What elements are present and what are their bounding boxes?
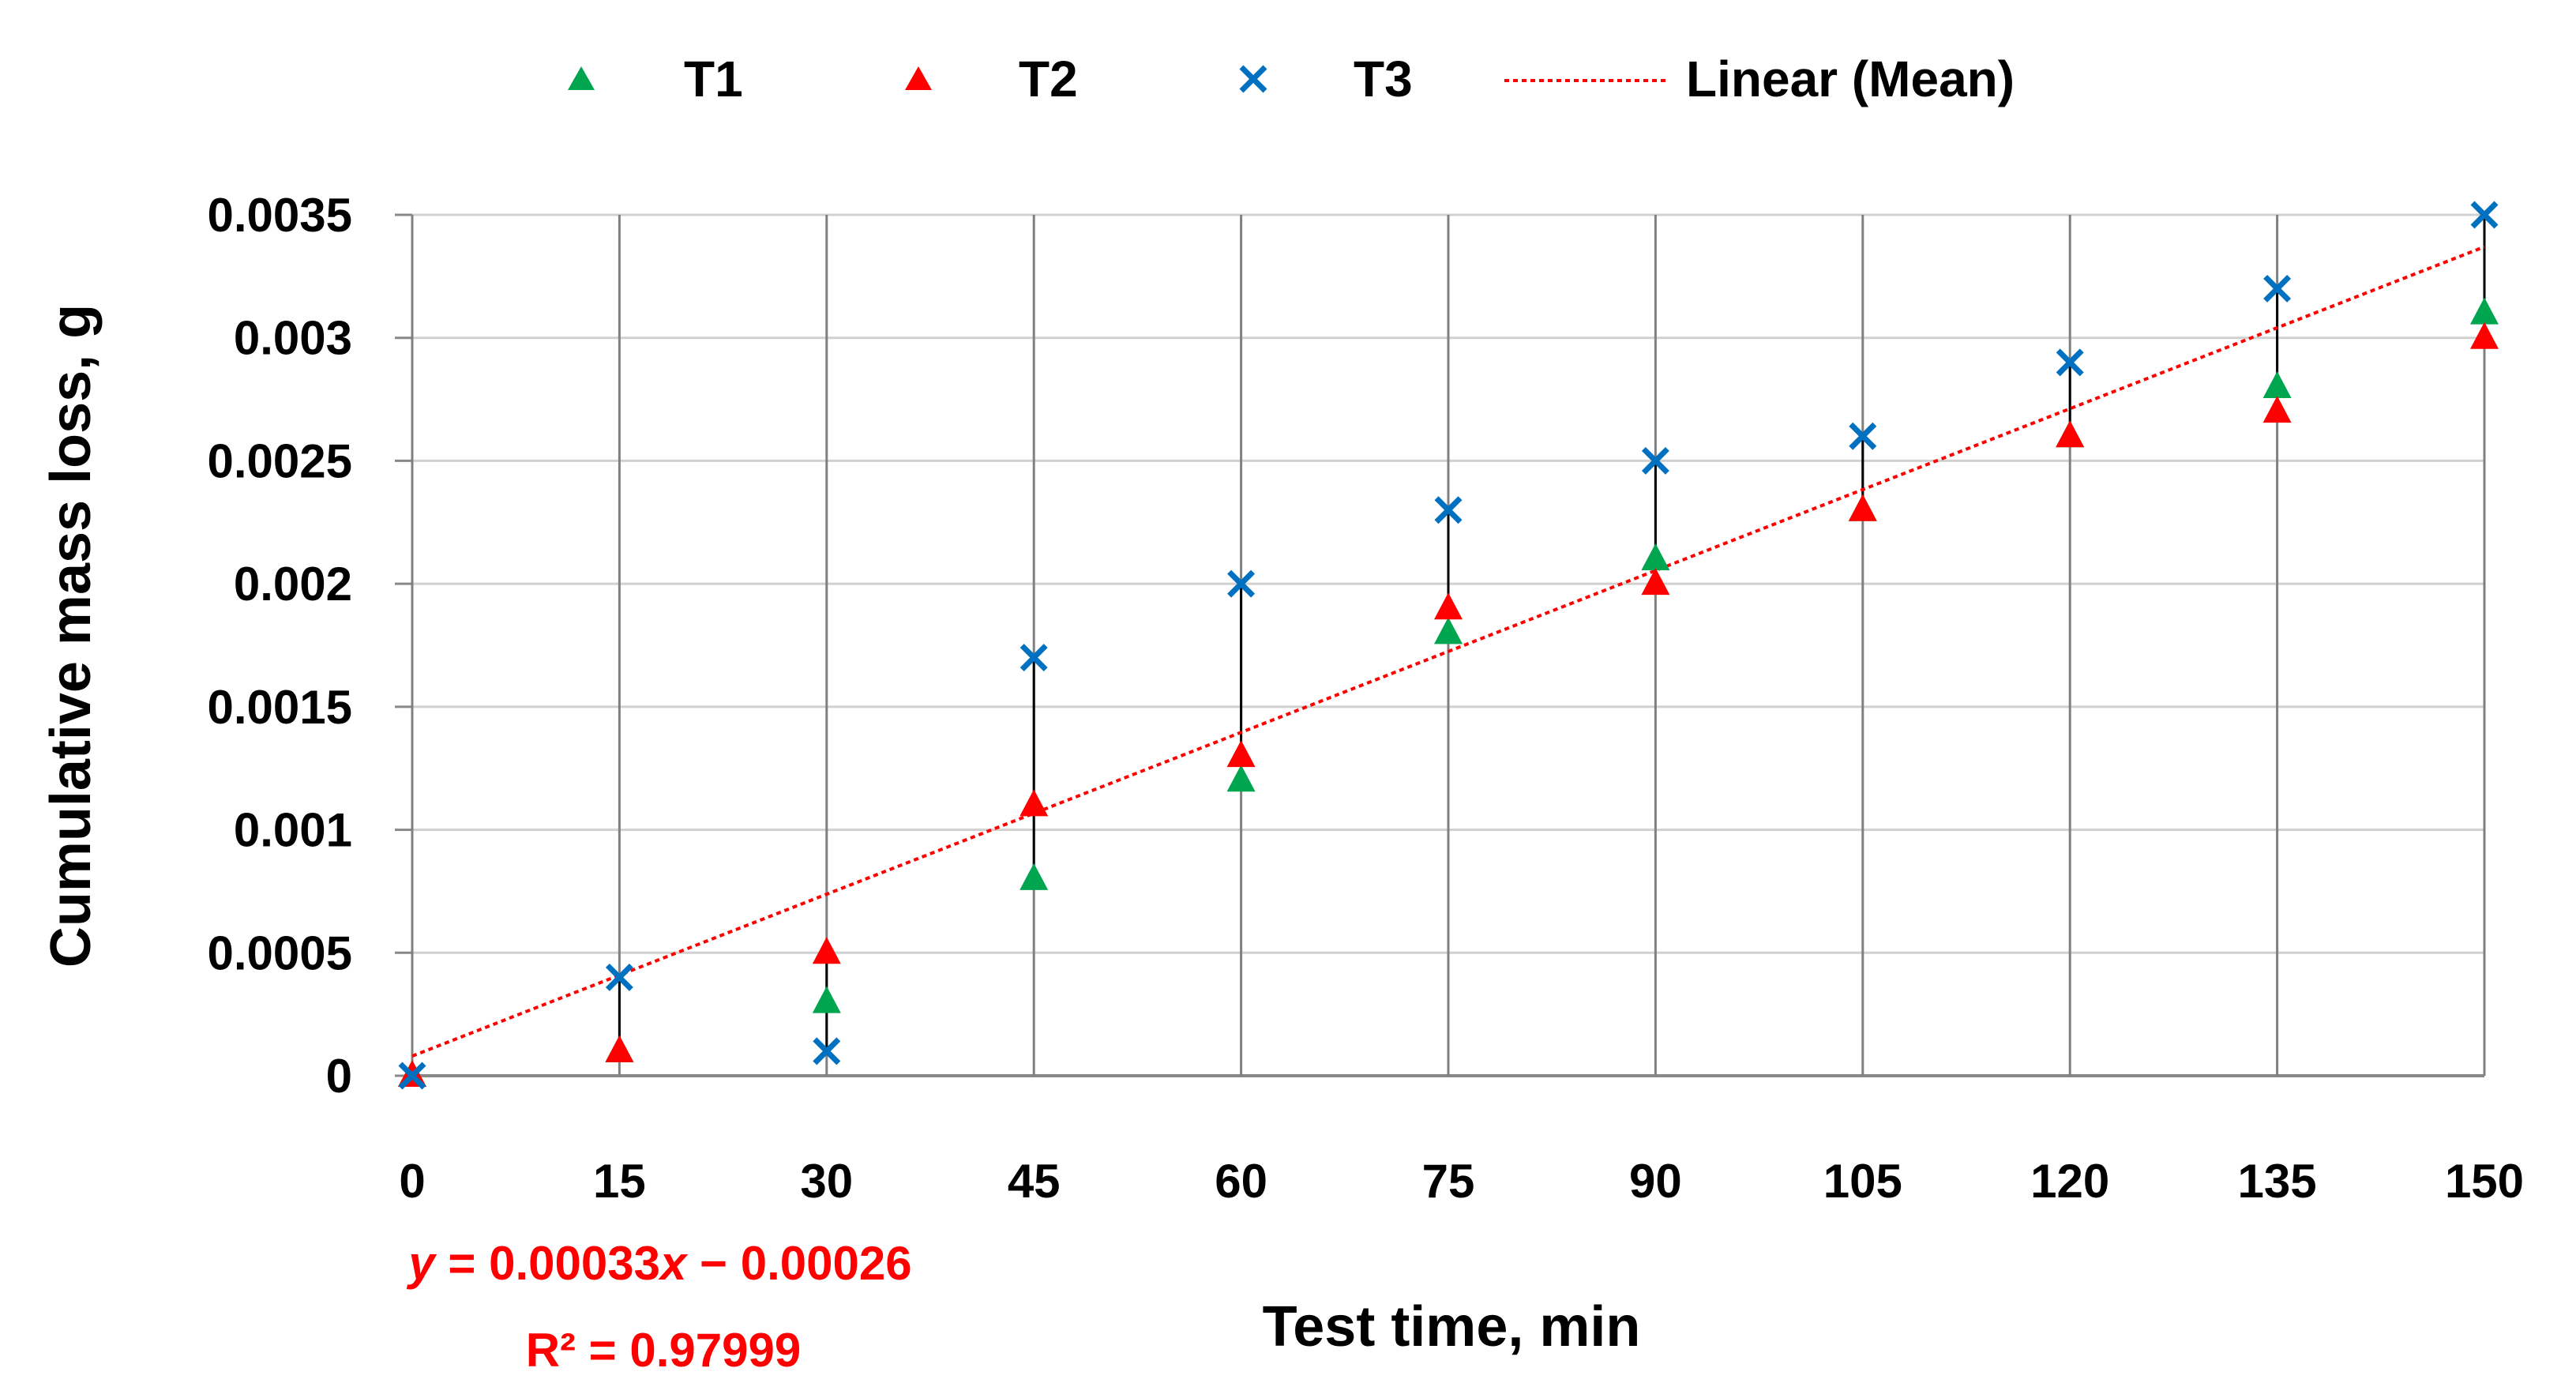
legend-label-linear-mean: Linear (Mean)	[1686, 51, 2015, 107]
x-tick-label: 15	[593, 1155, 646, 1208]
legend-label-t1: T1	[684, 51, 743, 107]
point-t3-75-stroke-b	[1434, 496, 1463, 524]
point-t3-30	[813, 1037, 841, 1065]
point-t1-135	[2262, 371, 2292, 398]
y-tick-label: 0.002	[234, 558, 352, 611]
point-t3-135	[2263, 274, 2292, 303]
point-t3-45	[1020, 644, 1048, 672]
point-t2-45	[1020, 789, 1049, 817]
equation-variable: x	[658, 1237, 689, 1290]
point-t1-90	[1641, 543, 1670, 570]
equation-prefix: y	[406, 1237, 437, 1290]
point-t3-30-stroke-b	[813, 1037, 841, 1065]
point-t3-105	[1849, 422, 1877, 450]
point-t3-105-stroke-b	[1849, 422, 1877, 450]
y-axis-ticks: 0 0.0005 0.001 0.0015 0.002 0.0025 0.003 0.0035	[207, 189, 352, 1103]
point-t2-60	[1226, 740, 1256, 768]
point-t3-60	[1227, 569, 1256, 598]
point-t2-150	[2470, 321, 2499, 349]
trendline-r-squared: R² = 0.97999	[526, 1324, 802, 1377]
x-tick-label: 135	[2238, 1155, 2317, 1208]
point-t3-0	[398, 1062, 426, 1090]
point-t3-15	[605, 963, 633, 991]
point-t2-105	[1848, 494, 1877, 521]
legend: T1 T2 T3 Linear (Mean)	[568, 51, 2015, 107]
x-tick-label: 45	[1008, 1155, 1061, 1208]
point-t3-120	[2056, 348, 2084, 377]
y-tick-label: 0.001	[234, 804, 352, 857]
trendline-equation: y = 0.00033x − 0.00026	[406, 1237, 911, 1290]
point-t2-120	[2056, 420, 2085, 448]
x-tick-label: 105	[1823, 1155, 1902, 1208]
y-tick-label: 0.003	[234, 312, 352, 365]
point-t3-90-stroke-b	[1641, 446, 1669, 475]
point-t2-75	[1434, 592, 1463, 620]
point-t3-150	[2470, 201, 2499, 229]
point-t1-60	[1226, 765, 1256, 792]
point-t3-150-stroke-b	[2470, 201, 2499, 229]
x-tick-label: 60	[1215, 1155, 1267, 1208]
point-t3-120-stroke-b	[2056, 348, 2084, 377]
legend-label-t3: T3	[1354, 51, 1413, 107]
x-tick-label: 90	[1629, 1155, 1682, 1208]
point-t3-60-stroke-b	[1227, 569, 1256, 598]
point-t2-135	[2262, 396, 2292, 423]
point-t3-90	[1641, 446, 1669, 475]
point-t2-15	[605, 1035, 634, 1062]
point-t1-150	[2470, 297, 2499, 325]
trendline-linear-mean	[411, 245, 2485, 1058]
x-tick-label: 0	[399, 1155, 425, 1208]
point-t1-75	[1434, 617, 1463, 645]
grid	[395, 213, 2486, 1077]
legend-marker-t3	[1239, 65, 1267, 93]
point-t1-30	[812, 986, 841, 1013]
x-axis-ticks: 0 15 30 45 60 75 90 105 120 135 150	[399, 1155, 2524, 1208]
x-tick-label: 150	[2445, 1155, 2524, 1208]
equation-body: = 0.00033	[435, 1237, 660, 1290]
point-t3-75	[1434, 496, 1463, 524]
legend-marker-t1	[568, 66, 595, 90]
y-tick-label: 0.0025	[207, 434, 352, 487]
x-tick-label: 30	[800, 1155, 853, 1208]
equation-suffix: − 0.00026	[686, 1237, 911, 1290]
point-t3-135-stroke-b	[2263, 274, 2292, 303]
point-t3-15-stroke-b	[605, 963, 633, 991]
y-tick-label: 0	[326, 1050, 352, 1103]
y-tick-label: 0.0035	[207, 189, 352, 242]
legend-marker-t2	[905, 66, 932, 90]
y-tick-label: 0.0015	[207, 681, 352, 734]
point-t2-30	[812, 937, 841, 964]
x-axis-title: Test time, min	[1263, 1295, 1641, 1359]
point-t1-45	[1020, 862, 1049, 890]
x-tick-label: 120	[2030, 1155, 2109, 1208]
point-t3-0-stroke-b	[398, 1062, 426, 1090]
y-axis-title: Cumulative mass loss, g	[39, 304, 103, 968]
y-tick-label: 0.0005	[207, 926, 352, 979]
point-t3-45-stroke-b	[1020, 644, 1048, 672]
legend-label-t2: T2	[1019, 51, 1078, 107]
x-tick-label: 75	[1422, 1155, 1475, 1208]
point-t2-90	[1641, 568, 1670, 596]
range-bars	[618, 215, 2486, 1051]
data-points	[398, 201, 2499, 1090]
